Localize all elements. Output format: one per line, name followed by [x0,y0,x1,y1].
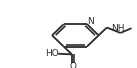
Text: O: O [69,62,76,68]
Text: N: N [87,17,94,26]
Text: NH: NH [112,24,125,33]
Text: HO: HO [45,49,59,58]
